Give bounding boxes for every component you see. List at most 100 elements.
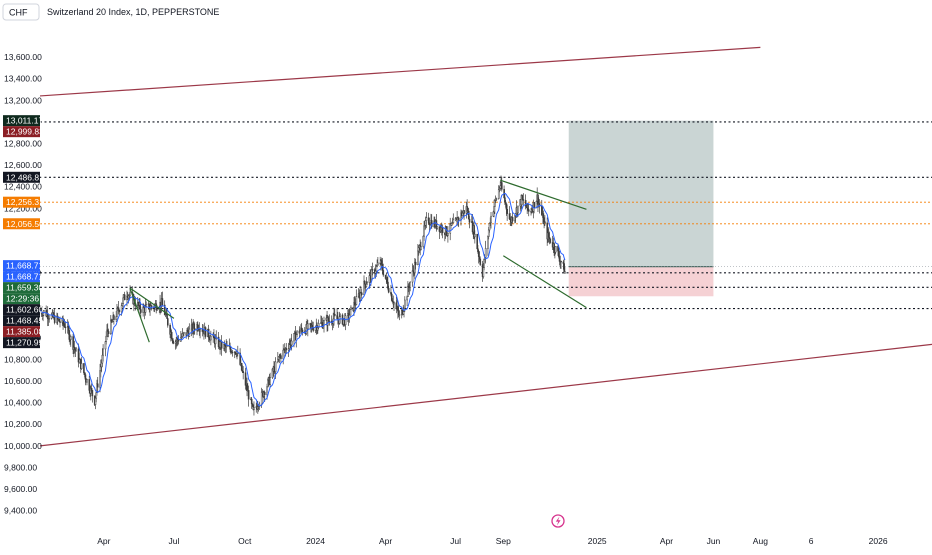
candle[interactable] bbox=[204, 327, 207, 337]
price-label-badge[interactable] bbox=[3, 171, 40, 183]
trendline-1[interactable] bbox=[502, 255, 587, 309]
candle[interactable] bbox=[86, 379, 88, 383]
candle[interactable] bbox=[156, 309, 158, 311]
candle[interactable] bbox=[140, 309, 142, 313]
channel-line-1[interactable] bbox=[39, 343, 932, 447]
candle[interactable] bbox=[118, 309, 121, 313]
candle[interactable] bbox=[269, 377, 271, 385]
candle[interactable] bbox=[280, 355, 282, 359]
candle[interactable] bbox=[527, 209, 530, 212]
candle[interactable] bbox=[436, 226, 438, 229]
trendline-2[interactable] bbox=[129, 287, 175, 319]
price-label-badge[interactable] bbox=[3, 326, 40, 338]
candle[interactable] bbox=[220, 341, 223, 349]
candle[interactable] bbox=[53, 315, 56, 323]
target-zone[interactable] bbox=[568, 120, 714, 267]
candle[interactable] bbox=[366, 282, 368, 285]
candle[interactable] bbox=[344, 315, 347, 325]
candle[interactable] bbox=[188, 328, 191, 337]
channel-line-0[interactable] bbox=[39, 46, 761, 97]
moving-average-line[interactable] bbox=[40, 192, 566, 407]
candle[interactable] bbox=[538, 203, 541, 207]
candle[interactable] bbox=[420, 246, 422, 250]
candle[interactable] bbox=[468, 218, 471, 223]
price-label-badge[interactable] bbox=[3, 271, 40, 283]
candle[interactable] bbox=[339, 314, 342, 317]
price-label-badge[interactable] bbox=[3, 218, 40, 230]
candle[interactable] bbox=[64, 326, 67, 329]
price-label-badge[interactable] bbox=[3, 337, 40, 349]
candle[interactable] bbox=[522, 199, 525, 201]
candle[interactable] bbox=[285, 348, 288, 351]
candle[interactable] bbox=[296, 330, 298, 336]
candle[interactable] bbox=[474, 233, 476, 238]
price-label-badge[interactable] bbox=[3, 115, 40, 127]
candle[interactable] bbox=[457, 217, 460, 221]
candle[interactable] bbox=[382, 270, 385, 276]
candle[interactable] bbox=[293, 333, 295, 342]
candle[interactable] bbox=[452, 219, 455, 224]
candle[interactable] bbox=[398, 314, 401, 316]
candle[interactable] bbox=[425, 217, 428, 221]
candle[interactable] bbox=[554, 246, 557, 253]
candle[interactable] bbox=[167, 318, 169, 326]
candle[interactable] bbox=[517, 205, 519, 214]
candle[interactable] bbox=[266, 386, 268, 395]
price-label-badge[interactable] bbox=[3, 260, 40, 272]
candle[interactable] bbox=[172, 340, 174, 344]
candle[interactable] bbox=[59, 321, 61, 323]
symbol-box[interactable] bbox=[2, 3, 40, 21]
candle[interactable] bbox=[242, 371, 245, 373]
candle[interactable] bbox=[360, 292, 363, 295]
candle[interactable] bbox=[161, 298, 164, 306]
candle[interactable] bbox=[334, 313, 336, 316]
price-label-badge[interactable] bbox=[3, 282, 40, 294]
candle[interactable] bbox=[355, 296, 358, 305]
candle[interactable] bbox=[350, 306, 352, 310]
candle[interactable] bbox=[409, 281, 412, 288]
candle[interactable] bbox=[107, 331, 110, 334]
candle[interactable] bbox=[544, 221, 546, 224]
price-label-badge[interactable] bbox=[3, 293, 40, 305]
candle[interactable] bbox=[307, 323, 309, 330]
candle[interactable] bbox=[199, 329, 201, 332]
candle[interactable] bbox=[495, 198, 498, 200]
candle[interactable] bbox=[479, 258, 482, 265]
candle[interactable] bbox=[210, 335, 212, 341]
candle[interactable] bbox=[253, 407, 255, 410]
price-label-badge[interactable] bbox=[3, 304, 40, 316]
candle[interactable] bbox=[414, 261, 417, 265]
candle[interactable] bbox=[247, 390, 250, 400]
candle[interactable] bbox=[231, 351, 234, 354]
candle[interactable] bbox=[183, 332, 185, 334]
candle[interactable] bbox=[83, 363, 85, 373]
candle[interactable] bbox=[237, 352, 239, 355]
candle[interactable] bbox=[463, 210, 465, 214]
price-label-badge[interactable] bbox=[3, 126, 40, 138]
candle[interactable] bbox=[371, 269, 374, 271]
candle[interactable] bbox=[387, 288, 390, 293]
candle[interactable] bbox=[365, 283, 368, 287]
candle[interactable] bbox=[80, 363, 83, 369]
price-label-badge[interactable] bbox=[3, 196, 40, 208]
candle[interactable] bbox=[263, 392, 266, 395]
stop-zone[interactable] bbox=[568, 266, 714, 297]
candle[interactable] bbox=[484, 248, 487, 258]
candle[interactable] bbox=[549, 238, 552, 243]
candle[interactable] bbox=[274, 361, 277, 372]
candle[interactable] bbox=[533, 201, 535, 209]
candle[interactable] bbox=[145, 304, 148, 307]
candle[interactable] bbox=[490, 215, 492, 223]
candle[interactable] bbox=[447, 232, 449, 236]
candle[interactable] bbox=[96, 383, 99, 388]
candle[interactable] bbox=[120, 305, 123, 313]
candle[interactable] bbox=[393, 302, 395, 305]
candle[interactable] bbox=[406, 296, 408, 301]
candle[interactable] bbox=[564, 271, 566, 274]
trendline-0[interactable] bbox=[500, 179, 587, 210]
candle[interactable] bbox=[91, 390, 94, 397]
candle[interactable] bbox=[290, 340, 293, 346]
candle[interactable] bbox=[501, 182, 503, 190]
